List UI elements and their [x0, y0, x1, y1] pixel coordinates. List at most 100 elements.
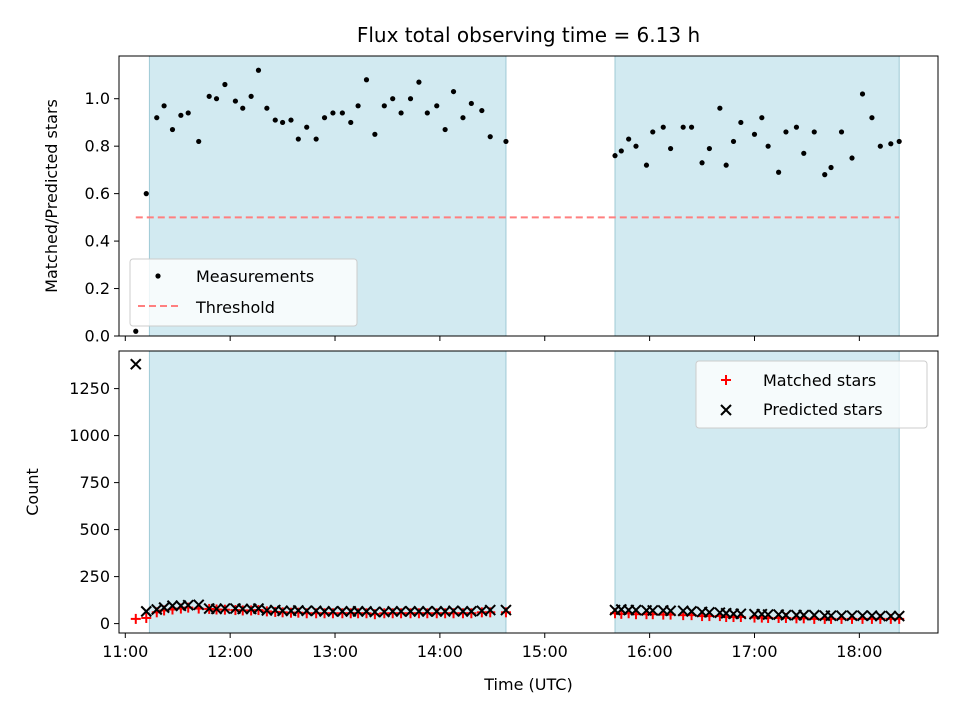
count-y-ticks: 0 250 500 750 1000 1250 — [69, 379, 119, 633]
measurement-point — [330, 110, 336, 116]
matched-stars-point — [422, 608, 433, 619]
predicted-stars-point — [395, 605, 407, 618]
measurement-point — [618, 148, 624, 154]
measurement-point — [288, 117, 294, 123]
predicted-stars-point — [352, 605, 364, 618]
measurement-point — [811, 129, 817, 135]
measurement-point — [240, 105, 246, 111]
predicted-stars-point — [893, 610, 905, 622]
observing-interval-shade — [148, 350, 507, 634]
x-tick-label: 18:00 — [836, 642, 882, 661]
ratio-legend: Measurements Threshold — [129, 258, 358, 327]
predicted-stars-point — [703, 606, 716, 619]
y-tick-label: 250 — [79, 567, 110, 586]
matched-stars-point — [319, 608, 330, 619]
predicted-stars-point — [166, 600, 179, 612]
measurement-point — [828, 164, 834, 171]
legend-marker-measurements — [155, 273, 161, 279]
predicted-stars-point — [825, 609, 837, 622]
measurement-point — [765, 143, 771, 149]
measurement-point — [730, 138, 737, 145]
y-tick-label: 0.6 — [85, 184, 110, 203]
predicted-stars-point — [762, 608, 774, 621]
matched-stars-point — [396, 608, 407, 619]
predicted-stars-point — [192, 599, 205, 611]
measurement-point — [434, 103, 440, 109]
measurement-point — [626, 136, 632, 142]
matched-stars-point — [413, 608, 424, 619]
measurement-point — [372, 131, 378, 137]
predicted-stars-point — [301, 605, 313, 617]
measurement-point — [633, 143, 639, 149]
measurement-point — [196, 138, 202, 145]
measurement-point — [888, 141, 894, 147]
predicted-stars-point — [404, 605, 417, 618]
matched-stars-point — [476, 607, 487, 618]
measurement-point — [612, 153, 618, 159]
ratio-axes-frame — [118, 55, 939, 337]
predicted-stars-point — [798, 609, 810, 621]
predicted-stars-point — [500, 604, 512, 616]
predicted-stars-point — [182, 599, 194, 611]
legend-marker-predicted-stars — [720, 404, 732, 416]
y-tick-label: 0.4 — [85, 232, 110, 251]
measurement-point — [487, 134, 493, 140]
count-data-marks — [130, 358, 905, 624]
x-tick-label: 11:00 — [102, 642, 148, 661]
predicted-stars-point — [874, 610, 887, 622]
ratio-panel: 0.0 0.2 0.4 0.6 0.8 1.0 Flux total observing … — [42, 23, 939, 346]
matched-stars-point — [353, 608, 364, 619]
matched-stars-point — [431, 608, 442, 619]
matched-stars-point — [237, 605, 248, 616]
predicted-stars-point — [685, 605, 698, 618]
measurement-point — [460, 115, 466, 121]
predicted-stars-point — [484, 604, 496, 616]
predicted-stars-point — [276, 605, 289, 617]
measurement-point — [877, 143, 883, 149]
predicted-stars-point — [664, 605, 677, 617]
count-x-ticks: 11:00 12:00 13:00 14:00 15:00 16:00 17:00 18:00 — [102, 633, 882, 661]
predicted-stars-point — [158, 601, 170, 614]
y-tick-label: 1.0 — [85, 89, 110, 108]
measurement-point — [479, 107, 485, 114]
measurement-point — [161, 103, 167, 109]
x-tick-label: 14:00 — [417, 642, 463, 661]
measurement-point — [442, 126, 448, 133]
measurement-point — [232, 98, 239, 104]
legend-label-measurements: Measurements — [196, 267, 314, 286]
measurement-point — [272, 117, 278, 123]
ratio-legend-box — [129, 258, 358, 327]
x-tick-label: 13:00 — [312, 642, 358, 661]
measurement-point — [783, 129, 789, 135]
x-tick-label: 12:00 — [207, 642, 253, 661]
measurement-point — [759, 115, 765, 121]
y-tick-label: 1250 — [69, 379, 110, 398]
matched-stars-point — [141, 612, 152, 623]
measurement-point — [304, 124, 310, 130]
measurement-point — [295, 136, 301, 142]
predicted-stars-point — [465, 605, 478, 618]
predicted-stars-point — [846, 609, 858, 622]
measurement-point — [869, 115, 875, 121]
measurement-point — [838, 129, 845, 135]
measurement-point — [650, 129, 656, 135]
x-axis-label: Time (UTC) — [483, 675, 572, 694]
x-tick-label: 15:00 — [522, 642, 568, 661]
legend-label-matched-stars: Matched stars — [763, 371, 876, 390]
predicted-stars-point — [780, 609, 792, 621]
measurement-point — [264, 105, 270, 111]
measurement-point — [776, 169, 782, 175]
measurement-point — [355, 103, 361, 109]
matched-stars-point — [466, 608, 477, 619]
predicted-stars-point — [457, 605, 469, 618]
measurement-point — [390, 96, 396, 102]
measurement-point — [706, 145, 712, 152]
predicted-stars-point — [369, 606, 381, 618]
measurement-point — [213, 96, 220, 102]
measurement-point — [680, 124, 686, 130]
measurement-point — [688, 124, 695, 130]
predicted-stars-point — [219, 602, 231, 615]
matched-stars-point — [130, 613, 141, 624]
predicted-stars-point — [835, 609, 848, 622]
